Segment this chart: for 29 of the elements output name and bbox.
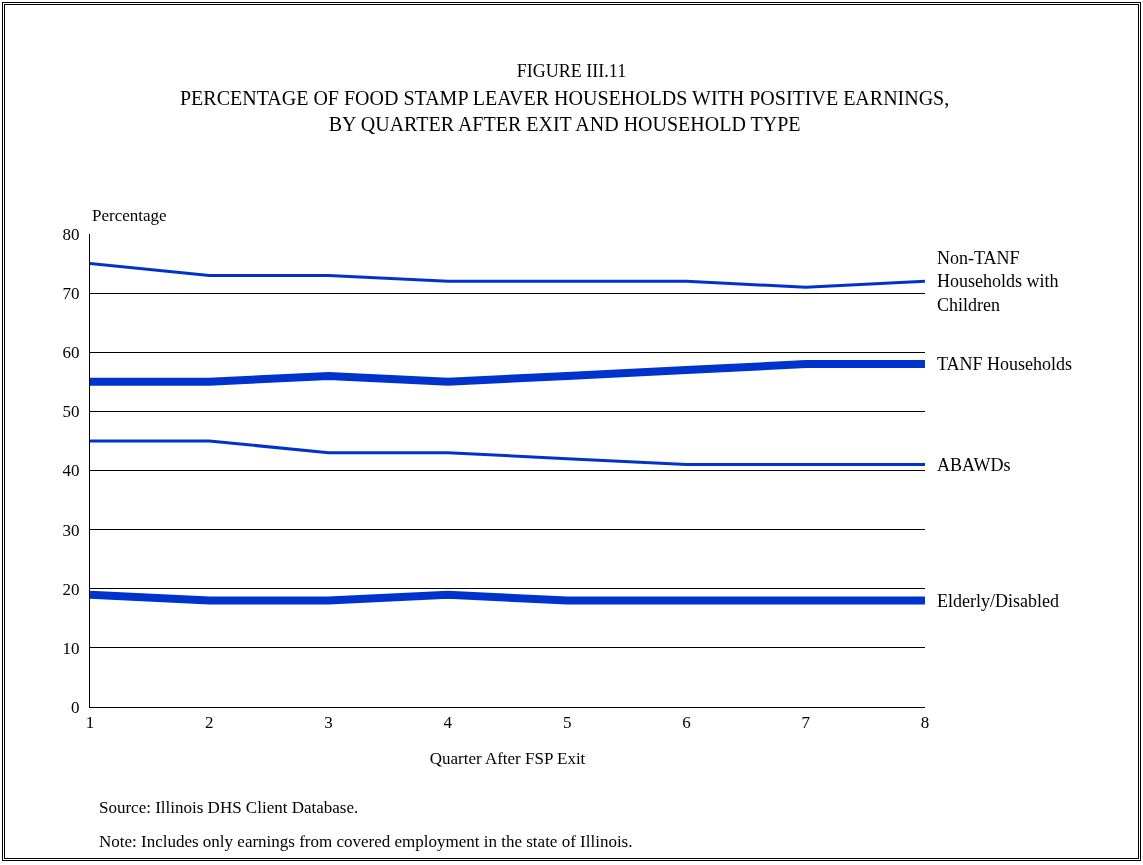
y-tick-label: 30 (62, 520, 80, 540)
y-tick-label: 40 (62, 461, 80, 481)
y-tick-label: 80 (62, 224, 80, 244)
line-series (90, 439, 925, 467)
chart-subtitle: PERCENTAGE OF FOOD STAMP LEAVER HOUSEHOLDS WITH POSITIVE EARNINGS, BY QUARTER AFTER EXIT AND HOUSEHOLD TYPE (180, 87, 950, 135)
x-tick-label: 5 (562, 713, 572, 733)
series-label: TANF Households (937, 354, 1073, 374)
y-tick-label: 10 (62, 638, 80, 658)
series-label: Non-TANF Households with Children (937, 248, 1059, 315)
series-label: Elderly/Disabled (937, 591, 1059, 611)
x-tick-label: 6 (682, 713, 691, 733)
x-tick-label: 2 (205, 713, 214, 733)
x-tick-label: 7 (801, 713, 811, 733)
x-tick-label: 8 (920, 713, 930, 733)
text: Note: Includes only earnings from covered employment in the state of Illinois. (99, 832, 633, 851)
line-series (90, 262, 925, 289)
y-tick-label: 50 (62, 402, 80, 422)
y-tick-label: 70 (62, 284, 80, 304)
x-tick-label: 4 (443, 713, 453, 733)
x-tick-label: 3 (324, 713, 333, 733)
y-tick-label: 0 (71, 697, 80, 717)
source-note: Source: Illinois DHS Client Database. (99, 798, 359, 817)
y-tick-label: 60 (62, 343, 80, 363)
y-tick-label: 20 (62, 579, 80, 599)
series-label: ABAWDs (937, 455, 1011, 475)
chart-title: FIGURE III.11 (516, 61, 627, 82)
x-axis-title: Quarter After FSP Exit (429, 748, 586, 768)
x-tick-label: 1 (85, 713, 95, 733)
y-axis-title: Percentage (92, 206, 167, 225)
